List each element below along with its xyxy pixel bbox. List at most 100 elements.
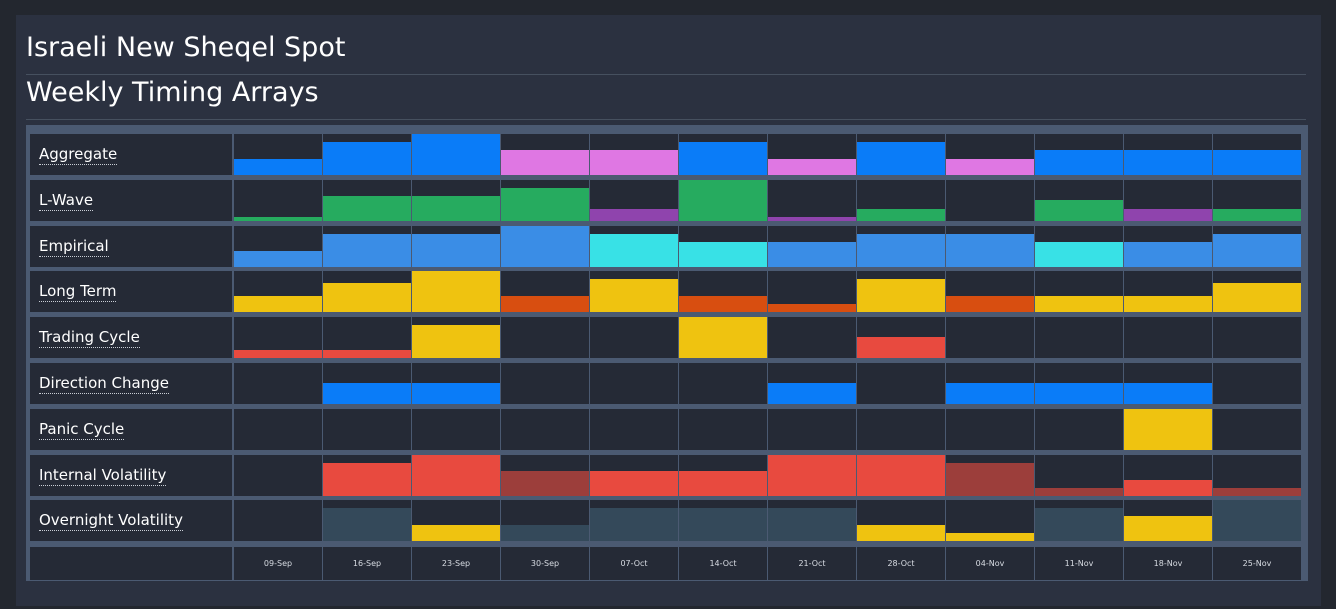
bar-direction-change-21-Oct <box>768 383 856 404</box>
cell-l-wave-11-Nov <box>1035 180 1123 221</box>
cell-empirical-28-Oct <box>857 226 945 267</box>
page-subtitle: Weekly Timing Arrays <box>26 77 319 108</box>
cell-long-term-30-Sep <box>501 271 589 312</box>
cell-empirical-07-Oct <box>590 226 678 267</box>
row-label-direction-change[interactable]: Direction Change <box>30 363 232 404</box>
bar-internal-volatility-25-Nov <box>1213 488 1301 496</box>
cell-aggregate-04-Nov <box>946 134 1034 175</box>
bar-trading-cycle-16-Sep <box>323 350 411 358</box>
cell-panic-cycle-25-Nov <box>1213 409 1301 450</box>
row-label-panic-cycle[interactable]: Panic Cycle <box>30 409 232 450</box>
bar-l-wave-21-Oct <box>768 217 856 221</box>
cell-direction-change-18-Nov <box>1124 363 1212 404</box>
cell-empirical-09-Sep <box>234 226 322 267</box>
bar-direction-change-16-Sep <box>323 383 411 404</box>
bar-aggregate-14-Oct <box>679 142 767 175</box>
bar-empirical-04-Nov <box>946 234 1034 267</box>
bar-empirical-23-Sep <box>412 234 500 267</box>
cell-empirical-25-Nov <box>1213 226 1301 267</box>
date-tick-label: 25-Nov <box>1242 559 1272 568</box>
bar-l-wave-14-Oct <box>679 180 767 221</box>
bar-overnight-volatility-14-Oct <box>679 508 767 541</box>
cell-panic-cycle-28-Oct <box>857 409 945 450</box>
cell-direction-change-04-Nov <box>946 363 1034 404</box>
date-column-cell: 18-Nov <box>1124 547 1212 580</box>
cell-aggregate-30-Sep <box>501 134 589 175</box>
cell-panic-cycle-30-Sep <box>501 409 589 450</box>
row-label-text: Overnight Volatility <box>39 511 183 531</box>
row-label-internal-volatility[interactable]: Internal Volatility <box>30 455 232 496</box>
row-label-l-wave[interactable]: L-Wave <box>30 180 232 221</box>
cell-empirical-21-Oct <box>768 226 856 267</box>
cell-overnight-volatility-11-Nov <box>1035 500 1123 541</box>
cell-internal-volatility-09-Sep <box>234 455 322 496</box>
bar-aggregate-09-Sep <box>234 159 322 175</box>
cell-trading-cycle-07-Oct <box>590 317 678 358</box>
cell-empirical-11-Nov <box>1035 226 1123 267</box>
cell-trading-cycle-23-Sep <box>412 317 500 358</box>
row-label-empirical[interactable]: Empirical <box>30 226 232 267</box>
bar-long-term-21-Oct <box>768 304 856 312</box>
cell-overnight-volatility-25-Nov <box>1213 500 1301 541</box>
bar-l-wave-23-Sep <box>412 196 500 221</box>
cell-empirical-30-Sep <box>501 226 589 267</box>
bar-aggregate-04-Nov <box>946 159 1034 175</box>
cell-overnight-volatility-18-Nov <box>1124 500 1212 541</box>
page-title: Israeli New Sheqel Spot <box>26 32 346 63</box>
cell-internal-volatility-30-Sep <box>501 455 589 496</box>
bar-internal-volatility-04-Nov <box>946 463 1034 496</box>
row-label-overnight-volatility[interactable]: Overnight Volatility <box>30 500 232 541</box>
bar-aggregate-30-Sep <box>501 150 589 175</box>
bar-long-term-18-Nov <box>1124 296 1212 312</box>
bar-overnight-volatility-07-Oct <box>590 508 678 541</box>
bar-long-term-09-Sep <box>234 296 322 312</box>
cell-long-term-14-Oct <box>679 271 767 312</box>
bar-internal-volatility-11-Nov <box>1035 488 1123 496</box>
cell-direction-change-25-Nov <box>1213 363 1301 404</box>
cell-direction-change-09-Sep <box>234 363 322 404</box>
bar-empirical-09-Sep <box>234 251 322 267</box>
bar-l-wave-25-Nov <box>1213 209 1301 221</box>
cell-direction-change-14-Oct <box>679 363 767 404</box>
bar-trading-cycle-28-Oct <box>857 337 945 358</box>
cell-panic-cycle-09-Sep <box>234 409 322 450</box>
cell-overnight-volatility-04-Nov <box>946 500 1034 541</box>
bar-trading-cycle-09-Sep <box>234 350 322 358</box>
bar-long-term-04-Nov <box>946 296 1034 312</box>
cell-long-term-04-Nov <box>946 271 1034 312</box>
bar-panic-cycle-18-Nov <box>1124 409 1212 450</box>
cell-internal-volatility-14-Oct <box>679 455 767 496</box>
cell-l-wave-30-Sep <box>501 180 589 221</box>
cell-trading-cycle-09-Sep <box>234 317 322 358</box>
cell-aggregate-07-Oct <box>590 134 678 175</box>
cell-l-wave-14-Oct <box>679 180 767 221</box>
cell-long-term-09-Sep <box>234 271 322 312</box>
cell-l-wave-18-Nov <box>1124 180 1212 221</box>
row-label-text: L-Wave <box>39 191 94 211</box>
bar-empirical-11-Nov <box>1035 242 1123 267</box>
bar-long-term-11-Nov <box>1035 296 1123 312</box>
cell-aggregate-16-Sep <box>323 134 411 175</box>
row-label-text: Internal Volatility <box>39 466 167 486</box>
bar-overnight-volatility-25-Nov <box>1213 500 1301 541</box>
row-label-aggregate[interactable]: Aggregate <box>30 134 232 175</box>
bar-empirical-25-Nov <box>1213 234 1301 267</box>
cell-overnight-volatility-07-Oct <box>590 500 678 541</box>
bar-internal-volatility-28-Oct <box>857 455 945 496</box>
row-label-text: Direction Change <box>39 374 169 394</box>
cell-trading-cycle-16-Sep <box>323 317 411 358</box>
cell-empirical-18-Nov <box>1124 226 1212 267</box>
cell-aggregate-11-Nov <box>1035 134 1123 175</box>
cell-overnight-volatility-14-Oct <box>679 500 767 541</box>
row-label-trading-cycle[interactable]: Trading Cycle <box>30 317 232 358</box>
cell-l-wave-28-Oct <box>857 180 945 221</box>
cell-empirical-04-Nov <box>946 226 1034 267</box>
cell-internal-volatility-16-Sep <box>323 455 411 496</box>
bar-internal-volatility-18-Nov <box>1124 480 1212 496</box>
cell-empirical-14-Oct <box>679 226 767 267</box>
date-tick-label: 18-Nov <box>1153 559 1183 568</box>
cell-trading-cycle-14-Oct <box>679 317 767 358</box>
row-label-long-term[interactable]: Long Term <box>30 271 232 312</box>
bar-empirical-30-Sep <box>501 226 589 267</box>
row-label-text: Panic Cycle <box>39 420 125 440</box>
